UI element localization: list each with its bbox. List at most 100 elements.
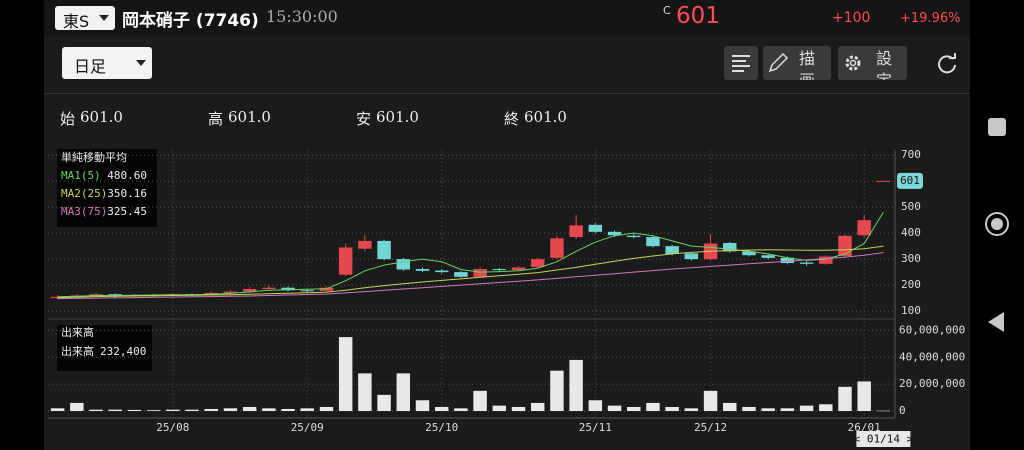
cursor-box (856, 431, 911, 447)
candle-body (665, 246, 679, 254)
candle-body (338, 247, 353, 275)
ohlc-value: 601.0 (228, 108, 271, 126)
candle-body (550, 238, 564, 258)
volume-value: 232,400 (100, 345, 146, 358)
candle-body (530, 259, 545, 267)
volume-bar (742, 406, 756, 411)
candle-body (281, 287, 295, 291)
volume-bar (108, 409, 122, 411)
volume-bar (89, 409, 103, 411)
volume-bar (396, 373, 411, 411)
volume-bar (530, 402, 545, 411)
candle-body (300, 290, 314, 292)
refresh-icon[interactable] (935, 51, 959, 75)
volume-bar (511, 406, 526, 411)
volume-bar (262, 408, 276, 411)
period: 日足 (74, 57, 107, 76)
candle-body (223, 291, 238, 293)
volume-bar (300, 408, 314, 411)
volume-bar (415, 400, 430, 411)
candle-body (607, 231, 622, 236)
legend-value: 325.45 (107, 205, 147, 218)
volume-bar (838, 386, 852, 411)
candle-body (819, 256, 833, 264)
x-tick-label: 25/09 (291, 421, 324, 434)
volume-bar (377, 394, 391, 411)
volume-bar (70, 402, 84, 411)
settings-button[interactable]: 設定 (838, 46, 907, 80)
y-tick-label: 400 (901, 226, 921, 239)
volume-bar (492, 405, 507, 411)
nav-back[interactable] (988, 312, 1004, 332)
legend-value: 350.16 (107, 187, 147, 200)
candle-body (723, 243, 737, 252)
x-tick-label: 26/01 (848, 421, 881, 434)
volume-bar (454, 408, 468, 411)
market: 東S (63, 12, 90, 31)
volume-bar (723, 402, 737, 411)
ohlc-value: 601.0 (376, 108, 419, 126)
volume-bar (780, 408, 795, 411)
volume-bar (146, 410, 161, 411)
legend-name: MA2(25) (61, 187, 107, 200)
candle-body (799, 262, 814, 264)
candle-body (684, 253, 699, 260)
volume-bar (473, 390, 487, 411)
draw-button[interactable]: 描画 (763, 46, 831, 80)
volume-bar (127, 409, 142, 411)
pencil-icon (768, 52, 789, 73)
cursor-label: < 01/14 > (854, 433, 914, 446)
y-tick-label: 200 (901, 278, 921, 291)
nav-recents[interactable] (988, 118, 1006, 136)
x-tick-label: 25/11 (579, 421, 612, 434)
candle-body (857, 220, 871, 236)
volume-bar (761, 408, 775, 411)
volume-tick-label: 0 (899, 404, 906, 417)
candle-body (838, 235, 852, 257)
candle-body (262, 287, 276, 290)
volume-bar (876, 410, 891, 412)
volume-bar (319, 406, 334, 411)
volume-bar (646, 402, 660, 411)
volume-bar (338, 337, 353, 411)
market-dropdown[interactable]: 東S (55, 6, 115, 31)
volume-bar (665, 406, 679, 411)
volume-bar (857, 381, 871, 411)
volume-tick-label: 60,000,000 (899, 323, 965, 336)
candle-body (396, 259, 411, 270)
candle-body (358, 240, 372, 249)
list-icon (732, 55, 750, 72)
settings-label: 設定 (876, 49, 893, 80)
nav-home[interactable] (985, 212, 1009, 236)
period-dropdown[interactable]: 日足 (62, 47, 152, 79)
ma-line (57, 245, 884, 299)
volume-name: 出来高 (61, 344, 94, 358)
x-tick-label: 25/12 (694, 421, 727, 434)
volume-tick-label: 40,000,000 (899, 350, 965, 363)
price-flag: C (663, 4, 671, 17)
candle-body (434, 270, 449, 273)
y-tick-label: 300 (901, 252, 921, 265)
volume-bar (703, 390, 718, 411)
ohlc-label: 高 (208, 110, 224, 128)
list-button[interactable] (724, 46, 758, 80)
volume-bar (358, 373, 372, 411)
ohlc-value: 601.0 (80, 108, 123, 126)
ma-legend-title: 単純移動平均 (61, 150, 127, 164)
volume-bar (223, 408, 238, 411)
candle-body (780, 257, 795, 264)
ohlc-value: 601.0 (524, 108, 567, 126)
candle-body (627, 235, 641, 238)
candle-body (473, 269, 487, 277)
candle-body (454, 272, 468, 277)
draw-label: 描画 (799, 49, 816, 80)
volume-bar (166, 409, 180, 411)
volume-tick-label: 20,000,000 (899, 377, 965, 390)
candle-body (876, 180, 891, 182)
volume-bar (569, 359, 583, 411)
candle-body (511, 267, 526, 271)
candle-body (646, 237, 660, 247)
divider (44, 93, 970, 94)
y-tick-label: 500 (901, 200, 921, 213)
